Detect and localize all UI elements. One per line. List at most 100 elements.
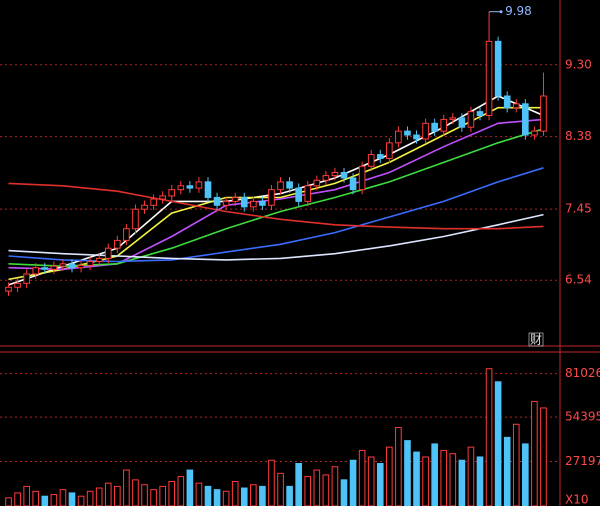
unit-label: X10 [565,493,589,506]
volume-bar [240,487,248,506]
candle-body [404,130,411,136]
candle-body [522,103,529,136]
volume-bar [41,495,49,506]
candle-body [422,122,429,140]
volume-bar [313,469,321,506]
candle-body [159,195,166,200]
candle-body [476,111,484,117]
volume-bar [485,368,493,506]
candle-body [531,130,538,136]
y-tick-label: 54395 [565,410,600,424]
candle-body [449,117,457,120]
candle-body [177,185,185,191]
volume-bar [177,476,185,506]
candle-body [512,103,520,109]
volume-bar [540,407,547,506]
volume-bar [141,484,148,506]
candle-body [286,181,293,189]
volume-bar [503,436,511,506]
volume-bar [349,459,357,506]
candle-body [431,122,438,132]
volume-bar [95,487,103,506]
volume-bar [132,479,139,506]
y-tick-label: 9.30 [565,57,592,71]
volume-bar [395,427,402,506]
volume-bar [358,449,366,506]
candle-body [213,196,221,206]
candle-body [68,263,76,269]
candle-body [204,181,212,198]
volume-bar [159,485,166,506]
candle-body [440,118,448,132]
volume-bar [449,453,457,506]
y-tick-label: 8.38 [565,129,592,143]
candle-body [250,200,257,208]
volume-bar [5,497,12,506]
volume-bar [68,492,76,506]
volume-bar [268,459,275,506]
volume-bar [250,484,257,506]
candle-body [23,273,30,284]
volume-bar [522,443,529,506]
candle-body [313,179,321,187]
high-label: 9.98 [505,4,532,18]
marker-text: 财 [530,333,542,347]
volume-bar [50,494,58,506]
candle-body [295,187,302,202]
candle-body [458,117,466,128]
volume-bar [340,479,348,506]
candle-body [86,260,94,266]
candle-body [222,200,230,206]
volume-bar [376,463,384,506]
volume-bar [413,451,420,506]
volume-bar [23,485,30,506]
volume-bar [213,489,221,506]
candle-body [95,257,103,262]
volume-bar [59,489,67,506]
candle-body [59,263,67,267]
candle-body [114,239,121,249]
high-pointer-dot [499,10,503,14]
volume-bar [168,480,176,506]
volume-bar [440,449,448,506]
volume-bar [422,456,429,506]
volume-bar [512,423,520,506]
candle-body [186,185,194,189]
volume-bar [404,440,411,506]
volume-bar [86,490,94,506]
volume-bar [467,446,475,506]
volume-bar [186,469,194,506]
volume-bar [150,489,157,506]
candle-body [141,204,148,210]
volume-bar [195,482,203,506]
moving-average-line [8,182,544,230]
candle-body [322,175,330,181]
volume-bar [322,474,330,506]
volume-bar [222,490,230,506]
volume-bar [114,485,121,506]
candle-body [259,200,266,206]
volume-bar [458,459,466,506]
volume-bar [14,492,21,506]
volume-bar [32,490,40,506]
candle-body [41,267,49,270]
candle-body [150,198,157,206]
candle-body [32,267,40,275]
volume-bar [531,400,538,506]
volume-bar [367,456,375,506]
candle-body [494,40,502,97]
candle-body [277,181,284,191]
candle-body [331,172,339,177]
y-tick-label: 7.45 [565,202,592,216]
candle-body [349,177,357,191]
candle-body [50,265,58,270]
volume-bar [476,456,484,506]
candle-body [413,134,420,140]
y-tick-label: 6.54 [565,273,592,287]
volume-bar [295,463,302,506]
volume-bar [204,485,212,506]
volume-bar [431,443,438,506]
